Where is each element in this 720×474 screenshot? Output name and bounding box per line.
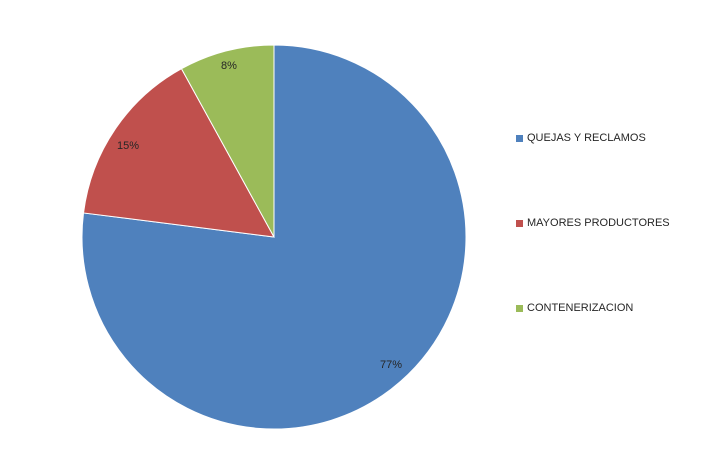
pie-slice-mayores-productores bbox=[82, 68, 275, 238]
pie-slice-contenerizacion bbox=[180, 44, 275, 238]
legend-swatch bbox=[516, 304, 523, 312]
legend-item-contenerizacion: CONTENERIZACION bbox=[516, 298, 633, 318]
data-label: 77% bbox=[380, 359, 402, 371]
pie-slice-quejas-y-reclamos bbox=[81, 44, 467, 430]
legend-label: QUEJAS Y RECLAMOS bbox=[527, 132, 646, 144]
legend-item-quejas-y-reclamos: QUEJAS Y RECLAMOS bbox=[516, 128, 646, 148]
legend-swatch bbox=[516, 219, 523, 227]
data-label: 15% bbox=[117, 140, 139, 152]
legend-label: CONTENERIZACION bbox=[527, 302, 634, 314]
legend-swatch bbox=[516, 134, 523, 142]
legend-label: MAYORES PRODUCTORES bbox=[527, 217, 670, 229]
legend-item-mayores-productores: MAYORES PRODUCTORES bbox=[516, 213, 670, 233]
data-label: 8% bbox=[221, 60, 237, 72]
